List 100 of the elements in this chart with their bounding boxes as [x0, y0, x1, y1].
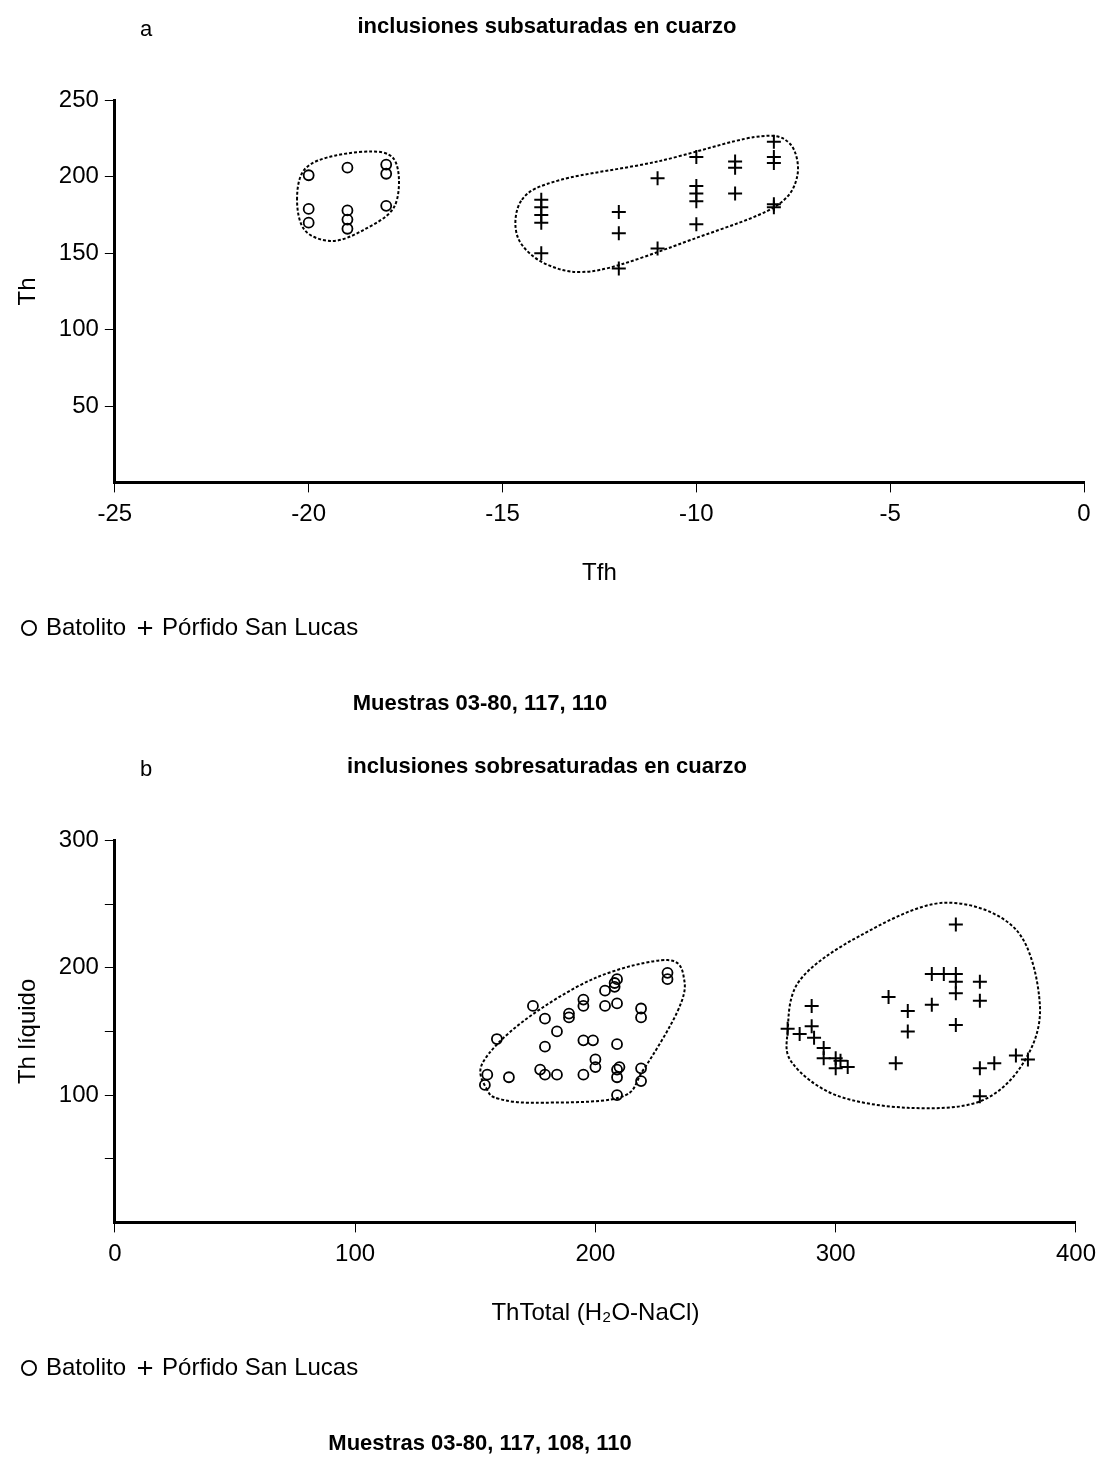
point	[610, 260, 627, 277]
point	[635, 1011, 647, 1024]
point	[611, 1089, 623, 1101]
chart-title: inclusiones subsaturadas en cuarzo	[357, 13, 737, 39]
point	[608, 977, 621, 989]
point	[923, 996, 940, 1013]
x-tick-label: -20	[291, 499, 327, 527]
point	[577, 993, 590, 1006]
x-tick-label: 400	[1055, 1239, 1096, 1267]
point	[727, 185, 744, 202]
x-axis-title: ThTotal (H₂O-NaCl)	[491, 1298, 700, 1326]
y-tick-label: 250	[58, 85, 99, 113]
point	[577, 1068, 590, 1081]
x-tick-label: -25	[97, 499, 133, 527]
point	[765, 133, 782, 150]
point	[380, 167, 393, 180]
point	[611, 1071, 623, 1084]
point	[577, 1034, 590, 1047]
point	[599, 984, 611, 997]
point	[587, 1034, 599, 1047]
point	[341, 161, 354, 174]
point	[577, 1000, 590, 1012]
point	[803, 1018, 820, 1035]
point	[971, 1060, 988, 1077]
x-tick-label: 300	[815, 1239, 856, 1267]
point	[539, 1040, 551, 1053]
point	[806, 1029, 823, 1046]
point	[551, 1068, 563, 1081]
point	[534, 1063, 547, 1076]
point	[589, 1061, 602, 1073]
point	[688, 193, 705, 210]
point	[899, 1023, 916, 1040]
point	[610, 203, 627, 220]
x-tick-label: -15	[485, 499, 520, 527]
point	[779, 1020, 796, 1037]
point	[302, 202, 315, 215]
point	[533, 245, 550, 262]
point	[341, 204, 354, 217]
point	[635, 1075, 647, 1087]
legend-label: Pórfido San Lucas	[162, 1352, 359, 1380]
point	[539, 1012, 551, 1025]
text: Muestras 03-80, 117, 108, 110	[327, 1430, 633, 1456]
point	[611, 973, 623, 986]
point	[563, 1011, 575, 1024]
point	[341, 213, 354, 226]
point	[1007, 1047, 1024, 1064]
point	[688, 216, 705, 233]
point	[341, 222, 354, 235]
point	[611, 1038, 623, 1051]
x-tick-label: 0	[1077, 499, 1091, 527]
x-tick-label: 100	[335, 1239, 376, 1267]
point	[380, 199, 393, 212]
point	[610, 225, 627, 242]
x-axis-title: Tfh	[582, 558, 617, 586]
point	[380, 158, 393, 171]
point	[611, 997, 623, 1010]
point	[971, 1088, 988, 1105]
point	[661, 966, 674, 979]
legend-label: Batolito	[46, 1352, 127, 1380]
y-tick-label: 100	[58, 314, 99, 342]
point	[971, 992, 988, 1009]
text: Muestras 03-80, 117, 110	[351, 690, 609, 716]
point	[589, 1053, 602, 1066]
point	[887, 1055, 904, 1072]
point	[302, 169, 315, 182]
point	[815, 1050, 832, 1067]
point	[947, 985, 964, 1002]
legend-label: Pórfido San Lucas	[162, 612, 359, 640]
point	[490, 1033, 503, 1045]
y-tick-label: 300	[58, 825, 99, 853]
point	[971, 973, 988, 990]
point	[635, 1062, 647, 1075]
point	[661, 973, 674, 986]
point	[563, 1007, 575, 1020]
point	[947, 1017, 964, 1034]
x-tick-label: 200	[575, 1239, 616, 1267]
y-tick-label: 100	[58, 1079, 99, 1107]
point	[635, 1002, 647, 1015]
y-tick-label: 200	[58, 952, 99, 980]
point	[527, 1000, 539, 1012]
point	[986, 1055, 1003, 1072]
y-axis-title: Th líquido	[13, 978, 41, 1085]
point	[608, 980, 621, 993]
point	[481, 1068, 494, 1081]
x-tick-label: -5	[879, 499, 901, 527]
point	[827, 1060, 844, 1077]
text: b	[140, 756, 153, 782]
point	[649, 170, 666, 187]
point	[478, 1078, 491, 1091]
point	[947, 916, 964, 933]
y-axis-title: Th	[13, 277, 41, 306]
point	[688, 148, 705, 165]
x-tick-label: 0	[108, 1239, 122, 1267]
point	[539, 1068, 551, 1081]
point	[533, 214, 550, 231]
point	[302, 216, 315, 229]
point	[791, 1025, 808, 1042]
chart-title: inclusiones sobresaturadas en cuarzo	[347, 753, 747, 779]
y-tick-label: 150	[58, 237, 99, 265]
point	[803, 997, 820, 1014]
